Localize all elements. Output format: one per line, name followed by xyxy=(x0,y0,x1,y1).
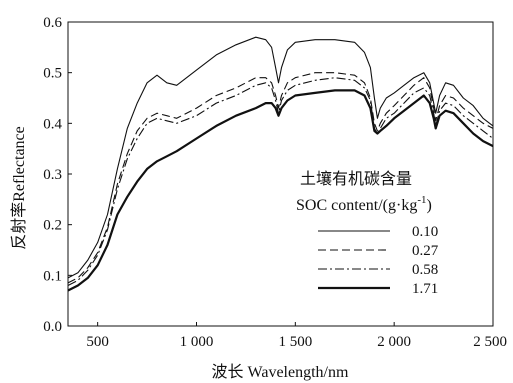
legend: 土壤有机碳含量 SOC content/(g·kg-1) 0.10 0.27 0.5… xyxy=(296,169,439,297)
y-tick-label: 0.6 xyxy=(43,15,62,31)
y-tick-label: 0.1 xyxy=(43,268,62,284)
axis-ticks: 0.0 0.1 0.2 0.3 0.4 0.5 0.6 500 1 000 1 500 2 000 2… xyxy=(43,15,507,350)
legend-title-line2-text: SOC content/(g·kg xyxy=(296,197,417,214)
x-tick-label: 1 500 xyxy=(278,334,312,350)
legend-label-4: 1.71 xyxy=(412,281,438,297)
x-tick-label: 500 xyxy=(86,334,109,350)
x-tick-label: 2 500 xyxy=(473,334,507,350)
series-line-2 xyxy=(67,72,494,284)
legend-title-line2-end: ) xyxy=(427,197,432,214)
legend-title-line2-superscript: -1 xyxy=(417,194,426,206)
y-axis-title: 反射率Reflectance xyxy=(10,126,28,250)
y-tick-label: 0.3 xyxy=(43,167,62,183)
series-line-3 xyxy=(67,77,494,286)
plot-area xyxy=(67,21,494,327)
legend-label-2: 0.27 xyxy=(412,243,439,259)
x-tick-label: 1 000 xyxy=(180,334,214,350)
series-line-4 xyxy=(67,89,494,292)
y-tick-label: 0.4 xyxy=(43,116,62,132)
y-tick-label: 0.2 xyxy=(43,218,62,234)
legend-label-1: 0.10 xyxy=(412,224,438,240)
y-tick-label: 0.5 xyxy=(43,66,62,82)
x-tick-label: 2 000 xyxy=(377,334,411,350)
legend-label-3: 0.58 xyxy=(412,262,438,278)
y-tick-label: 0.0 xyxy=(43,319,62,335)
legend-title-line2: SOC content/(g·kg-1) xyxy=(296,194,432,214)
legend-title-line1: 土壤有机碳含量 xyxy=(300,169,412,188)
x-axis-title: 波长 Wavelength/nm xyxy=(212,363,349,381)
series-line-1 xyxy=(67,36,494,279)
